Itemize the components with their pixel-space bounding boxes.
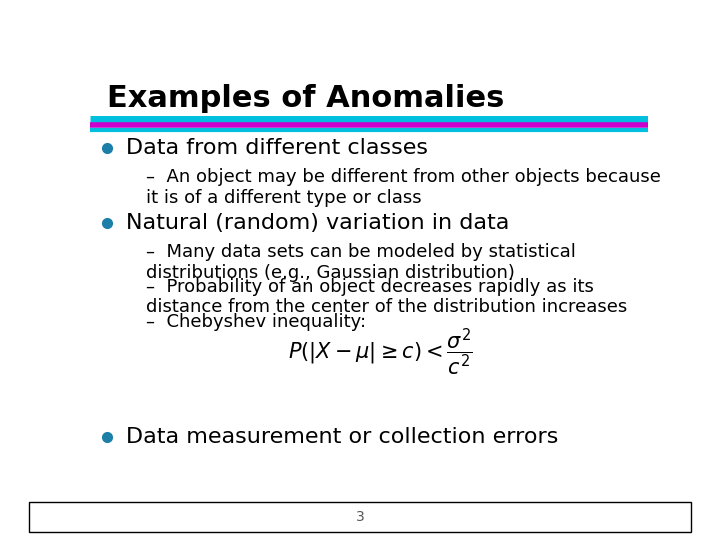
Text: –  An object may be different from other objects because
it is of a different ty: – An object may be different from other …	[145, 168, 661, 207]
Text: 3: 3	[356, 510, 364, 524]
Text: –  Many data sets can be modeled by statistical
distributions (e.g., Gaussian di: – Many data sets can be modeled by stati…	[145, 243, 576, 281]
Text: Examples of Anomalies: Examples of Anomalies	[107, 84, 504, 112]
Text: –  Chebyshev inequality:: – Chebyshev inequality:	[145, 313, 366, 332]
FancyBboxPatch shape	[29, 502, 691, 532]
Text: Data from different classes: Data from different classes	[126, 138, 428, 158]
Text: Data measurement or collection errors: Data measurement or collection errors	[126, 427, 559, 447]
Text: Natural (random) variation in data: Natural (random) variation in data	[126, 213, 510, 233]
Text: $P(|X-\mu|\geq c)<\dfrac{\sigma^2}{c^2}$: $P(|X-\mu|\geq c)<\dfrac{\sigma^2}{c^2}$	[288, 327, 472, 378]
Text: –  Probability of an object decreases rapidly as its
distance from the center of: – Probability of an object decreases rap…	[145, 278, 627, 316]
